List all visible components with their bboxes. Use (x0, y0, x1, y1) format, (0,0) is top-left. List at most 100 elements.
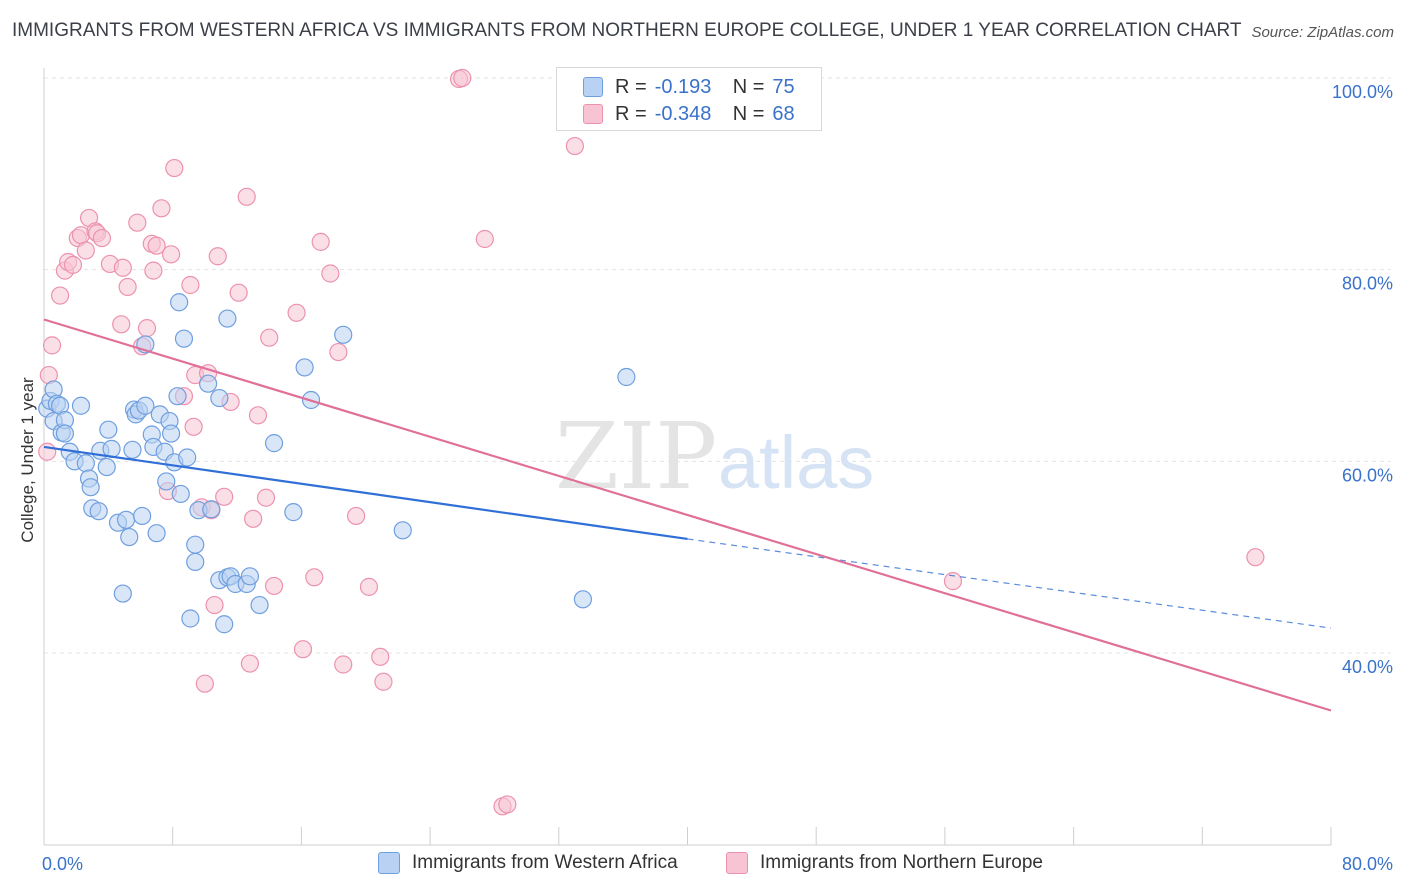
data-point (346, 506, 366, 526)
data-point (137, 319, 157, 338)
n-value: 75 (772, 75, 795, 98)
trend-line-northern-europe (43, 318, 1332, 712)
data-point (237, 187, 256, 206)
data-point (250, 595, 269, 615)
data-point (71, 396, 91, 415)
legend-row-western-africa: R = -0.193 N = 75 (583, 74, 795, 100)
trend-line-western-africa-extension (687, 538, 1332, 629)
data-point (157, 472, 176, 491)
data-point (240, 567, 260, 586)
data-point (617, 367, 636, 387)
data-point (287, 303, 306, 322)
data-point (55, 424, 75, 443)
data-point (475, 229, 494, 249)
data-point (147, 236, 166, 255)
data-point (284, 503, 303, 522)
y-tick-label: 80.0% (1342, 274, 1393, 294)
data-point (152, 199, 171, 218)
trend-lines (43, 318, 1332, 712)
n-label: N = (732, 102, 765, 125)
stats-legend: R = -0.193 N = 75 R = -0.348 N = 68 (556, 67, 822, 131)
chart-title: IMMIGRANTS FROM WESTERN AFRICA VS IMMIGR… (12, 20, 1242, 41)
n-label: N = (732, 75, 765, 98)
data-point (144, 261, 163, 280)
pink-swatch (583, 104, 603, 124)
blue-swatch (378, 852, 400, 874)
data-point (118, 277, 137, 297)
data-point (97, 457, 116, 477)
data-point (453, 68, 472, 88)
y-tick-label: 60.0% (1342, 465, 1393, 485)
data-point (181, 609, 200, 628)
data-point (208, 247, 227, 266)
data-point (113, 584, 132, 603)
data-point (76, 454, 95, 473)
legend-row-northern-europe: R = -0.348 N = 68 (583, 101, 795, 127)
data-point (943, 572, 963, 591)
n-value: 68 (772, 102, 795, 125)
data-point (112, 315, 131, 334)
data-point (174, 329, 194, 348)
data-point (123, 440, 142, 459)
data-point (186, 535, 205, 554)
data-point (311, 232, 330, 251)
r-label: R = (615, 102, 647, 125)
data-point (393, 521, 412, 540)
data-point (113, 258, 132, 277)
data-point (256, 488, 276, 507)
data-point (205, 595, 224, 615)
data-point (120, 527, 139, 547)
y-tick-label: 100.0% (1332, 82, 1393, 102)
x-tick-label: 0.0% (42, 854, 83, 874)
data-point (374, 672, 393, 691)
data-point (133, 506, 152, 526)
data-point (161, 424, 181, 443)
data-point (181, 275, 200, 295)
data-point (371, 647, 390, 666)
data-point (293, 640, 313, 659)
data-point (264, 434, 284, 453)
data-point (498, 795, 517, 814)
blue-swatch (583, 77, 603, 97)
data-point (215, 615, 234, 634)
data-point (334, 325, 353, 344)
data-point (178, 448, 197, 467)
data-point (248, 406, 268, 425)
data-point (38, 442, 57, 461)
tick-labels: 40.0% 60.0% 80.0% 100.0% 0.0% 80.0% (42, 82, 1393, 874)
grid-lines (44, 77, 1391, 654)
data-point (260, 328, 279, 347)
data-point (329, 342, 348, 362)
data-point (171, 484, 190, 504)
data-point (210, 388, 229, 408)
legend-item-western-africa: Immigrants from Western Africa (378, 852, 678, 874)
legend-item-northern-europe: Immigrants from Northern Europe (726, 852, 1043, 874)
data-point (202, 500, 221, 519)
watermark-zip: ZIP (555, 403, 717, 510)
data-point (128, 213, 147, 232)
source-label: Source: ZipAtlas.com (1251, 24, 1394, 41)
legend-label: Immigrants from Western Africa (412, 852, 678, 873)
data-point (63, 255, 83, 274)
data-point (321, 264, 340, 283)
r-value: -0.193 (654, 75, 712, 98)
data-point (198, 374, 218, 393)
data-point (42, 336, 62, 355)
data-point (295, 358, 314, 377)
data-point (359, 577, 379, 596)
data-point (264, 576, 284, 596)
data-point (161, 245, 181, 264)
data-point (195, 674, 214, 693)
y-axis-title: College, Under 1 year (18, 377, 37, 543)
data-point (147, 524, 166, 543)
data-point (1246, 548, 1265, 567)
data-point (305, 568, 324, 587)
data-point (136, 396, 155, 415)
watermark-atlas: atlas (718, 421, 874, 504)
data-point (76, 241, 95, 260)
data-point (184, 417, 203, 436)
data-point (165, 158, 184, 178)
series-western-africa (38, 293, 636, 634)
data-point (218, 309, 237, 328)
